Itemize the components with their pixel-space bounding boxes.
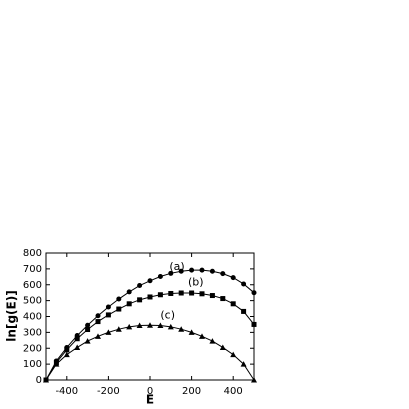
marker xyxy=(126,323,133,330)
marker xyxy=(220,271,226,277)
marker xyxy=(74,344,81,350)
y-tick-label: 800 xyxy=(23,248,42,259)
marker xyxy=(251,290,257,296)
marker xyxy=(126,301,132,307)
marker xyxy=(137,297,143,303)
marker xyxy=(105,312,111,318)
marker xyxy=(189,267,195,273)
marker xyxy=(147,322,153,328)
series-label: (c) xyxy=(160,309,175,322)
marker xyxy=(251,321,257,327)
marker xyxy=(147,294,153,300)
marker xyxy=(157,322,164,329)
marker xyxy=(85,322,91,328)
marker xyxy=(157,273,163,279)
marker xyxy=(219,344,226,350)
marker xyxy=(116,306,122,312)
y-tick-label: 0 xyxy=(36,375,42,386)
marker xyxy=(199,333,205,339)
series-label: (a) xyxy=(169,260,184,273)
marker xyxy=(199,291,205,297)
marker xyxy=(63,351,70,358)
marker xyxy=(241,281,247,287)
y-tick-label: 600 xyxy=(23,280,42,291)
marker xyxy=(95,319,101,325)
marker xyxy=(85,327,91,333)
marker xyxy=(230,275,236,281)
marker xyxy=(137,283,143,289)
y-axis-label: ln[g(E)] xyxy=(5,290,19,341)
marker xyxy=(241,308,247,314)
x-tick-label: 400 xyxy=(224,386,243,397)
marker xyxy=(95,333,101,339)
marker xyxy=(168,270,174,276)
x-tick-label: 0 xyxy=(147,386,153,397)
marker xyxy=(178,268,184,274)
marker xyxy=(74,336,80,342)
y-tick-label: 400 xyxy=(23,312,42,323)
y-tick-label: 200 xyxy=(23,343,42,354)
marker xyxy=(126,289,132,295)
marker xyxy=(209,268,215,274)
y-tick-label: 100 xyxy=(23,359,42,370)
marker xyxy=(199,267,205,273)
marker xyxy=(230,351,237,358)
marker xyxy=(84,338,91,344)
marker xyxy=(53,361,60,367)
y-tick-label: 500 xyxy=(23,296,42,307)
marker xyxy=(157,292,163,298)
marker xyxy=(105,329,112,335)
y-tick-label: 700 xyxy=(23,264,42,275)
marker xyxy=(168,290,174,296)
marker xyxy=(178,326,185,332)
marker xyxy=(188,329,195,335)
y-tick-label: 300 xyxy=(23,327,42,338)
marker xyxy=(136,322,143,329)
marker xyxy=(230,301,236,307)
marker xyxy=(209,338,216,344)
x-tick-label: 200 xyxy=(182,386,201,397)
marker xyxy=(167,323,174,330)
marker xyxy=(116,296,122,302)
marker xyxy=(240,361,247,367)
series-label: (b) xyxy=(188,275,204,288)
x-tick-label: -400 xyxy=(55,386,78,397)
marker xyxy=(178,290,184,296)
marker xyxy=(43,377,49,383)
marker xyxy=(251,377,257,383)
marker xyxy=(220,296,226,302)
marker xyxy=(105,304,111,310)
marker xyxy=(147,278,153,284)
marker xyxy=(95,313,101,319)
marker xyxy=(189,290,195,296)
marker xyxy=(115,326,122,332)
marker xyxy=(64,347,70,353)
x-axis-label: E xyxy=(146,393,154,407)
x-tick-label: -200 xyxy=(97,386,120,397)
marker xyxy=(209,293,215,299)
